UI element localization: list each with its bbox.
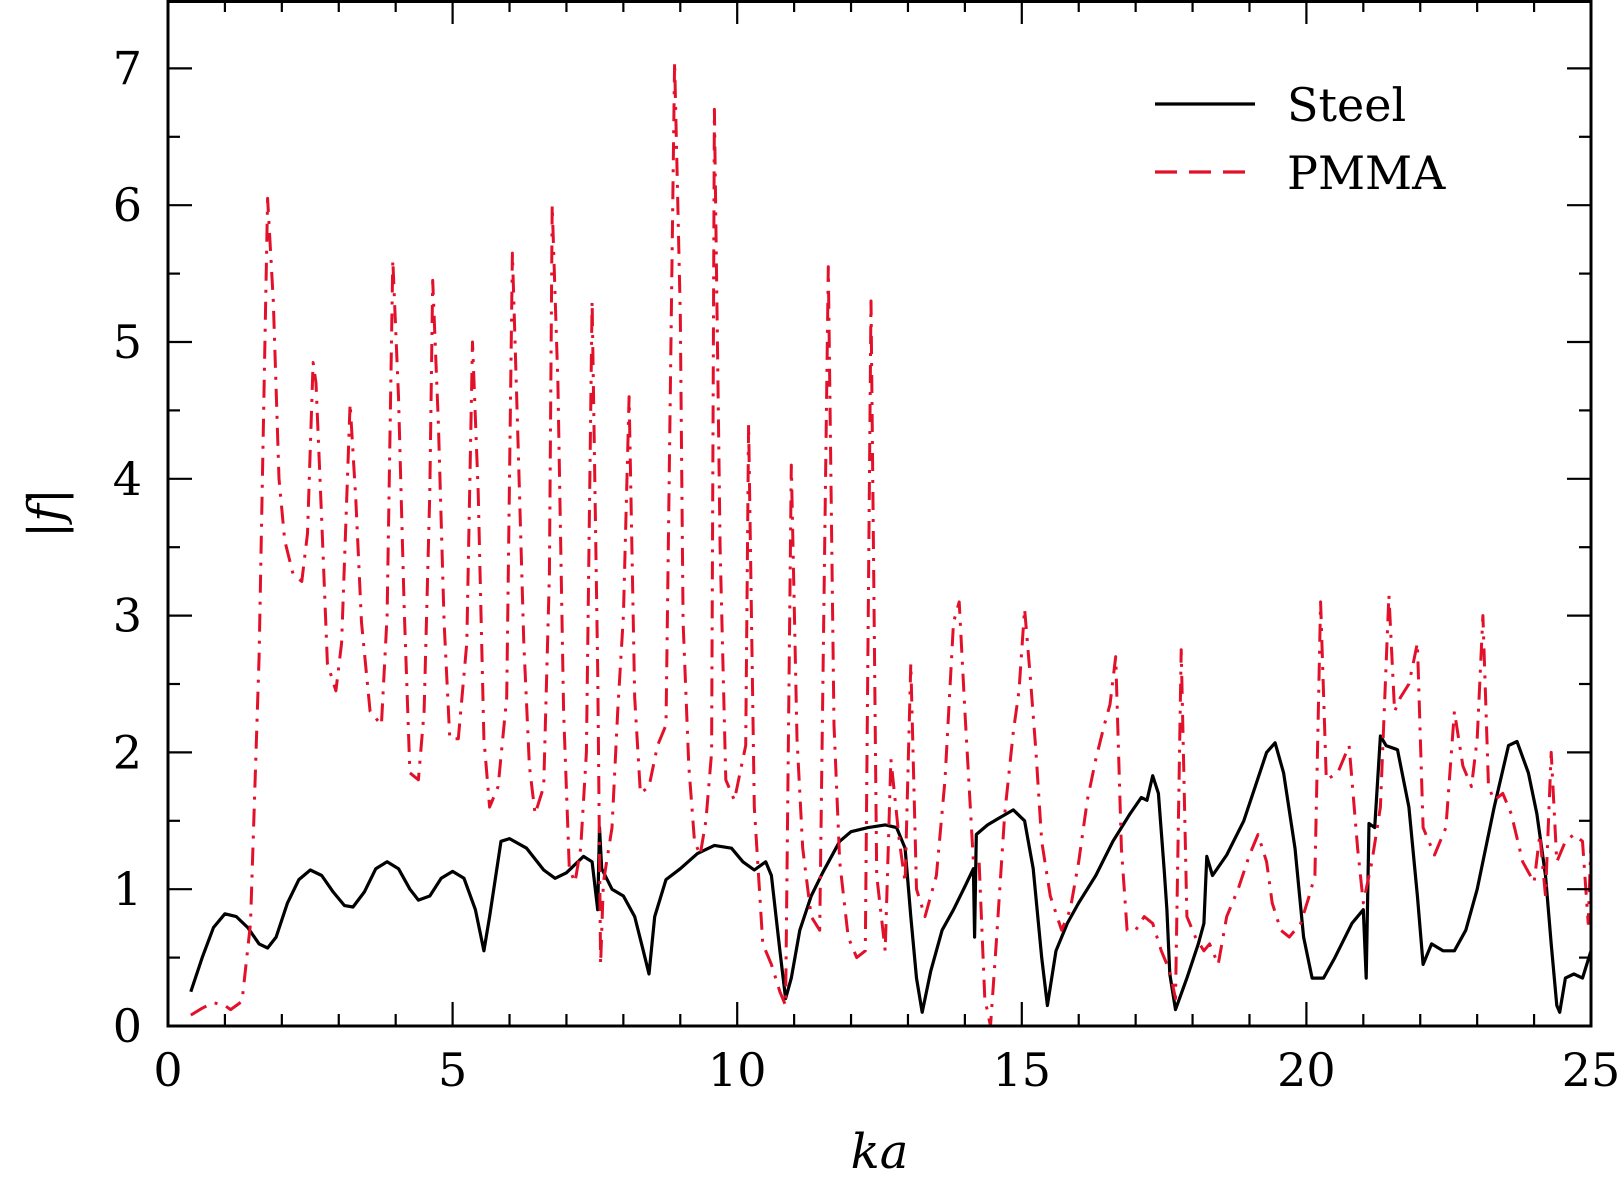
x-tick-label: 0 <box>153 1043 182 1097</box>
y-tick-label: 1 <box>113 862 142 916</box>
x-tick-label: 5 <box>438 1043 467 1097</box>
x-tick-label: 15 <box>993 1043 1052 1097</box>
series-line-steel <box>189 734 1593 1014</box>
y-tick-label: 5 <box>113 315 142 369</box>
legend: Steel PMMA <box>1155 78 1446 200</box>
y-tick-label: 6 <box>113 178 142 232</box>
legend-label-steel: Steel <box>1287 78 1406 132</box>
x-tick-label: 25 <box>1562 1043 1621 1097</box>
plot-frame <box>166 0 1593 1028</box>
x-tick-label: 10 <box>708 1043 767 1097</box>
x-tick-label: 20 <box>1277 1043 1336 1097</box>
y-axis-title: |f| <box>18 488 74 538</box>
series-layer <box>189 60 1593 1028</box>
y-tick-label: 7 <box>113 41 142 95</box>
y-tick-label: 4 <box>113 452 142 506</box>
x-axis-title: ka <box>851 1124 909 1180</box>
y-tick-label: 3 <box>113 589 142 643</box>
ticks-layer: 0 5 10 15 20 25 0 1 2 3 4 5 6 7 <box>113 0 1621 1097</box>
series-line-pmma <box>190 60 1593 1028</box>
y-tick-label: 2 <box>113 725 142 779</box>
legend-label-pmma: PMMA <box>1287 146 1446 200</box>
y-tick-label: 0 <box>113 999 142 1053</box>
